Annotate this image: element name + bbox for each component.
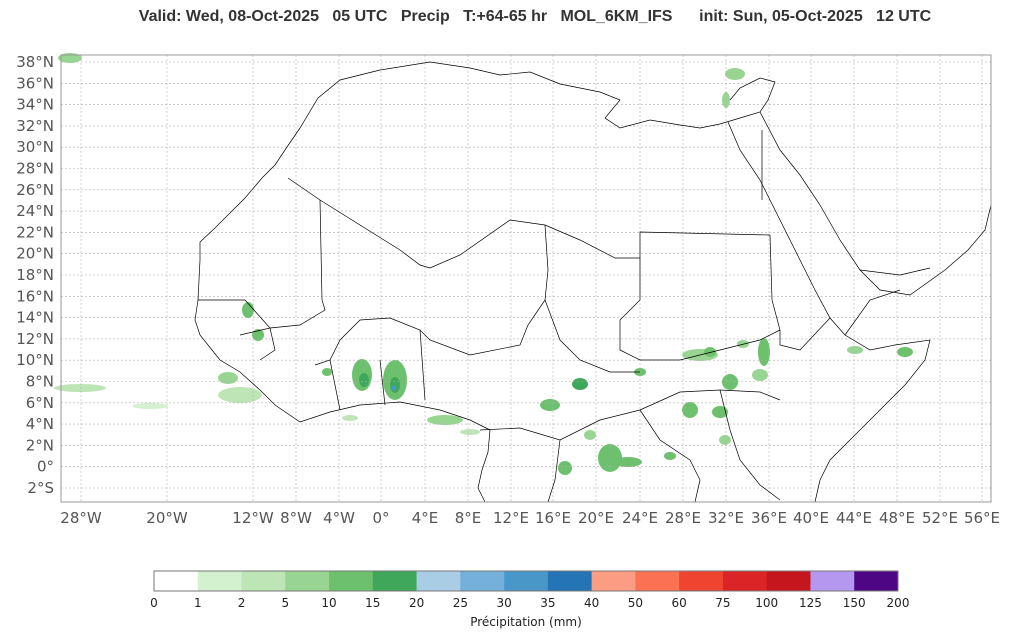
- colorbar-label: Précipitation (mm): [470, 615, 582, 629]
- lon-label: 16°E: [535, 509, 571, 527]
- lon-label: 32°E: [708, 509, 744, 527]
- longitude-labels: 28°W 20°W 12°W 8°W 4°W 0° 4°E 8°E 12°E 16°E 20°E 24…: [60, 509, 1000, 527]
- colorbar-tick: 2: [238, 596, 246, 610]
- lat-label: 20°N: [16, 245, 54, 263]
- lon-label: 52°E: [922, 509, 958, 527]
- lon-label: 20°W: [146, 509, 188, 527]
- colorbar-swatch: [504, 571, 549, 591]
- lon-label: 12°E: [493, 509, 529, 527]
- colorbar-tick: 200: [887, 596, 910, 610]
- graticule: [61, 55, 991, 502]
- colorbar-swatch: [241, 571, 286, 591]
- lat-label: 22°N: [16, 223, 54, 241]
- country-borders: [194, 61, 992, 503]
- map-frame: [60, 54, 992, 503]
- lon-label: 28°E: [665, 509, 701, 527]
- lat-label: 18°N: [16, 266, 54, 284]
- lat-label: 30°N: [16, 138, 54, 156]
- lat-label: 12°N: [16, 330, 54, 348]
- lat-label: 2°S: [27, 479, 54, 497]
- colorbar-tick: 125: [799, 596, 822, 610]
- lon-label: 44°E: [836, 509, 872, 527]
- colorbar-swatch: [810, 571, 855, 591]
- colorbar-swatch: [197, 571, 242, 591]
- lat-label: 10°N: [16, 351, 54, 369]
- lat-label: 24°N: [16, 202, 54, 220]
- lat-label: 28°N: [16, 160, 54, 178]
- colorbar-swatch: [591, 571, 636, 591]
- lat-label: 14°N: [16, 309, 54, 327]
- lon-label: 28°W: [60, 509, 102, 527]
- colorbar-boxes: [153, 570, 899, 592]
- lon-label: 36°E: [751, 509, 787, 527]
- colorbar-swatch: [154, 571, 199, 591]
- lon-label: 0°: [372, 509, 389, 527]
- colorbar-swatch: [854, 571, 899, 591]
- colorbar-tick: 5: [281, 596, 289, 610]
- lat-label: 16°N: [16, 287, 54, 305]
- lon-label: 4°W: [323, 509, 355, 527]
- colorbar-swatch: [766, 571, 811, 591]
- colorbar-tick-labels: 0 1 2 5 10 15 20 25 30 35 40 50 60 75 100 125 150 200: [150, 596, 909, 610]
- colorbar-tick: 150: [843, 596, 866, 610]
- colorbar-tick: 15: [365, 596, 380, 610]
- lat-label: 0°: [37, 458, 54, 476]
- lat-label: 36°N: [16, 74, 54, 92]
- latitude-labels: 38°N 36°N 34°N 32°N 30°N 28°N 26°N 24°N 22°N 20°N…: [16, 53, 54, 497]
- colorbar-swatch: [679, 571, 724, 591]
- lat-label: 2°N: [26, 436, 54, 454]
- lat-label: 38°N: [16, 53, 54, 71]
- colorbar-tick: 0: [150, 596, 158, 610]
- colorbar-tick: 60: [672, 596, 687, 610]
- lat-label: 34°N: [16, 96, 54, 114]
- lat-label: 8°N: [26, 373, 54, 391]
- lat-label: 6°N: [26, 394, 54, 412]
- lon-label: 48°E: [879, 509, 915, 527]
- colorbar-swatch: [416, 571, 461, 591]
- colorbar-swatch: [460, 571, 505, 591]
- colorbar-swatch: [722, 571, 768, 591]
- lon-label: 4°E: [412, 509, 439, 527]
- lon-label: 8°E: [455, 509, 482, 527]
- colorbar-tick: 100: [755, 596, 778, 610]
- colorbar-tick: 10: [321, 596, 336, 610]
- colorbar-swatch: [329, 571, 374, 591]
- map-title: Valid: Wed, 08-Oct-2025 05 UTC Precip T:…: [138, 8, 932, 25]
- lon-label: 24°E: [622, 509, 658, 527]
- colorbar-tick: 75: [715, 596, 730, 610]
- colorbar-swatch: [635, 571, 680, 591]
- colorbar-tick: 25: [453, 596, 468, 610]
- colorbar-swatch: [372, 571, 417, 591]
- lat-label: 32°N: [16, 117, 54, 135]
- colorbar-swatch: [547, 571, 592, 591]
- lon-label: 8°W: [280, 509, 312, 527]
- colorbar-tick: 35: [540, 596, 555, 610]
- lon-label: 40°E: [793, 509, 829, 527]
- colorbar-swatch: [285, 571, 330, 591]
- lon-label: 12°W: [232, 509, 274, 527]
- lat-label: 4°N: [26, 415, 54, 433]
- precipitation-map: 38°N 36°N 34°N 32°N 30°N 28°N 26°N 24°N 22°N 20°N…: [16, 53, 1000, 527]
- map-background: [61, 55, 991, 502]
- lat-label: 26°N: [16, 181, 54, 199]
- colorbar-tick: 50: [628, 596, 643, 610]
- lon-label: 20°E: [578, 509, 614, 527]
- colorbar-tick: 40: [584, 596, 599, 610]
- lon-label: 56°E: [964, 509, 1000, 527]
- colorbar-tick: 20: [409, 596, 424, 610]
- colorbar-tick: 30: [496, 596, 511, 610]
- colorbar-tick: 1: [194, 596, 202, 610]
- colorbar-frame: [153, 570, 899, 592]
